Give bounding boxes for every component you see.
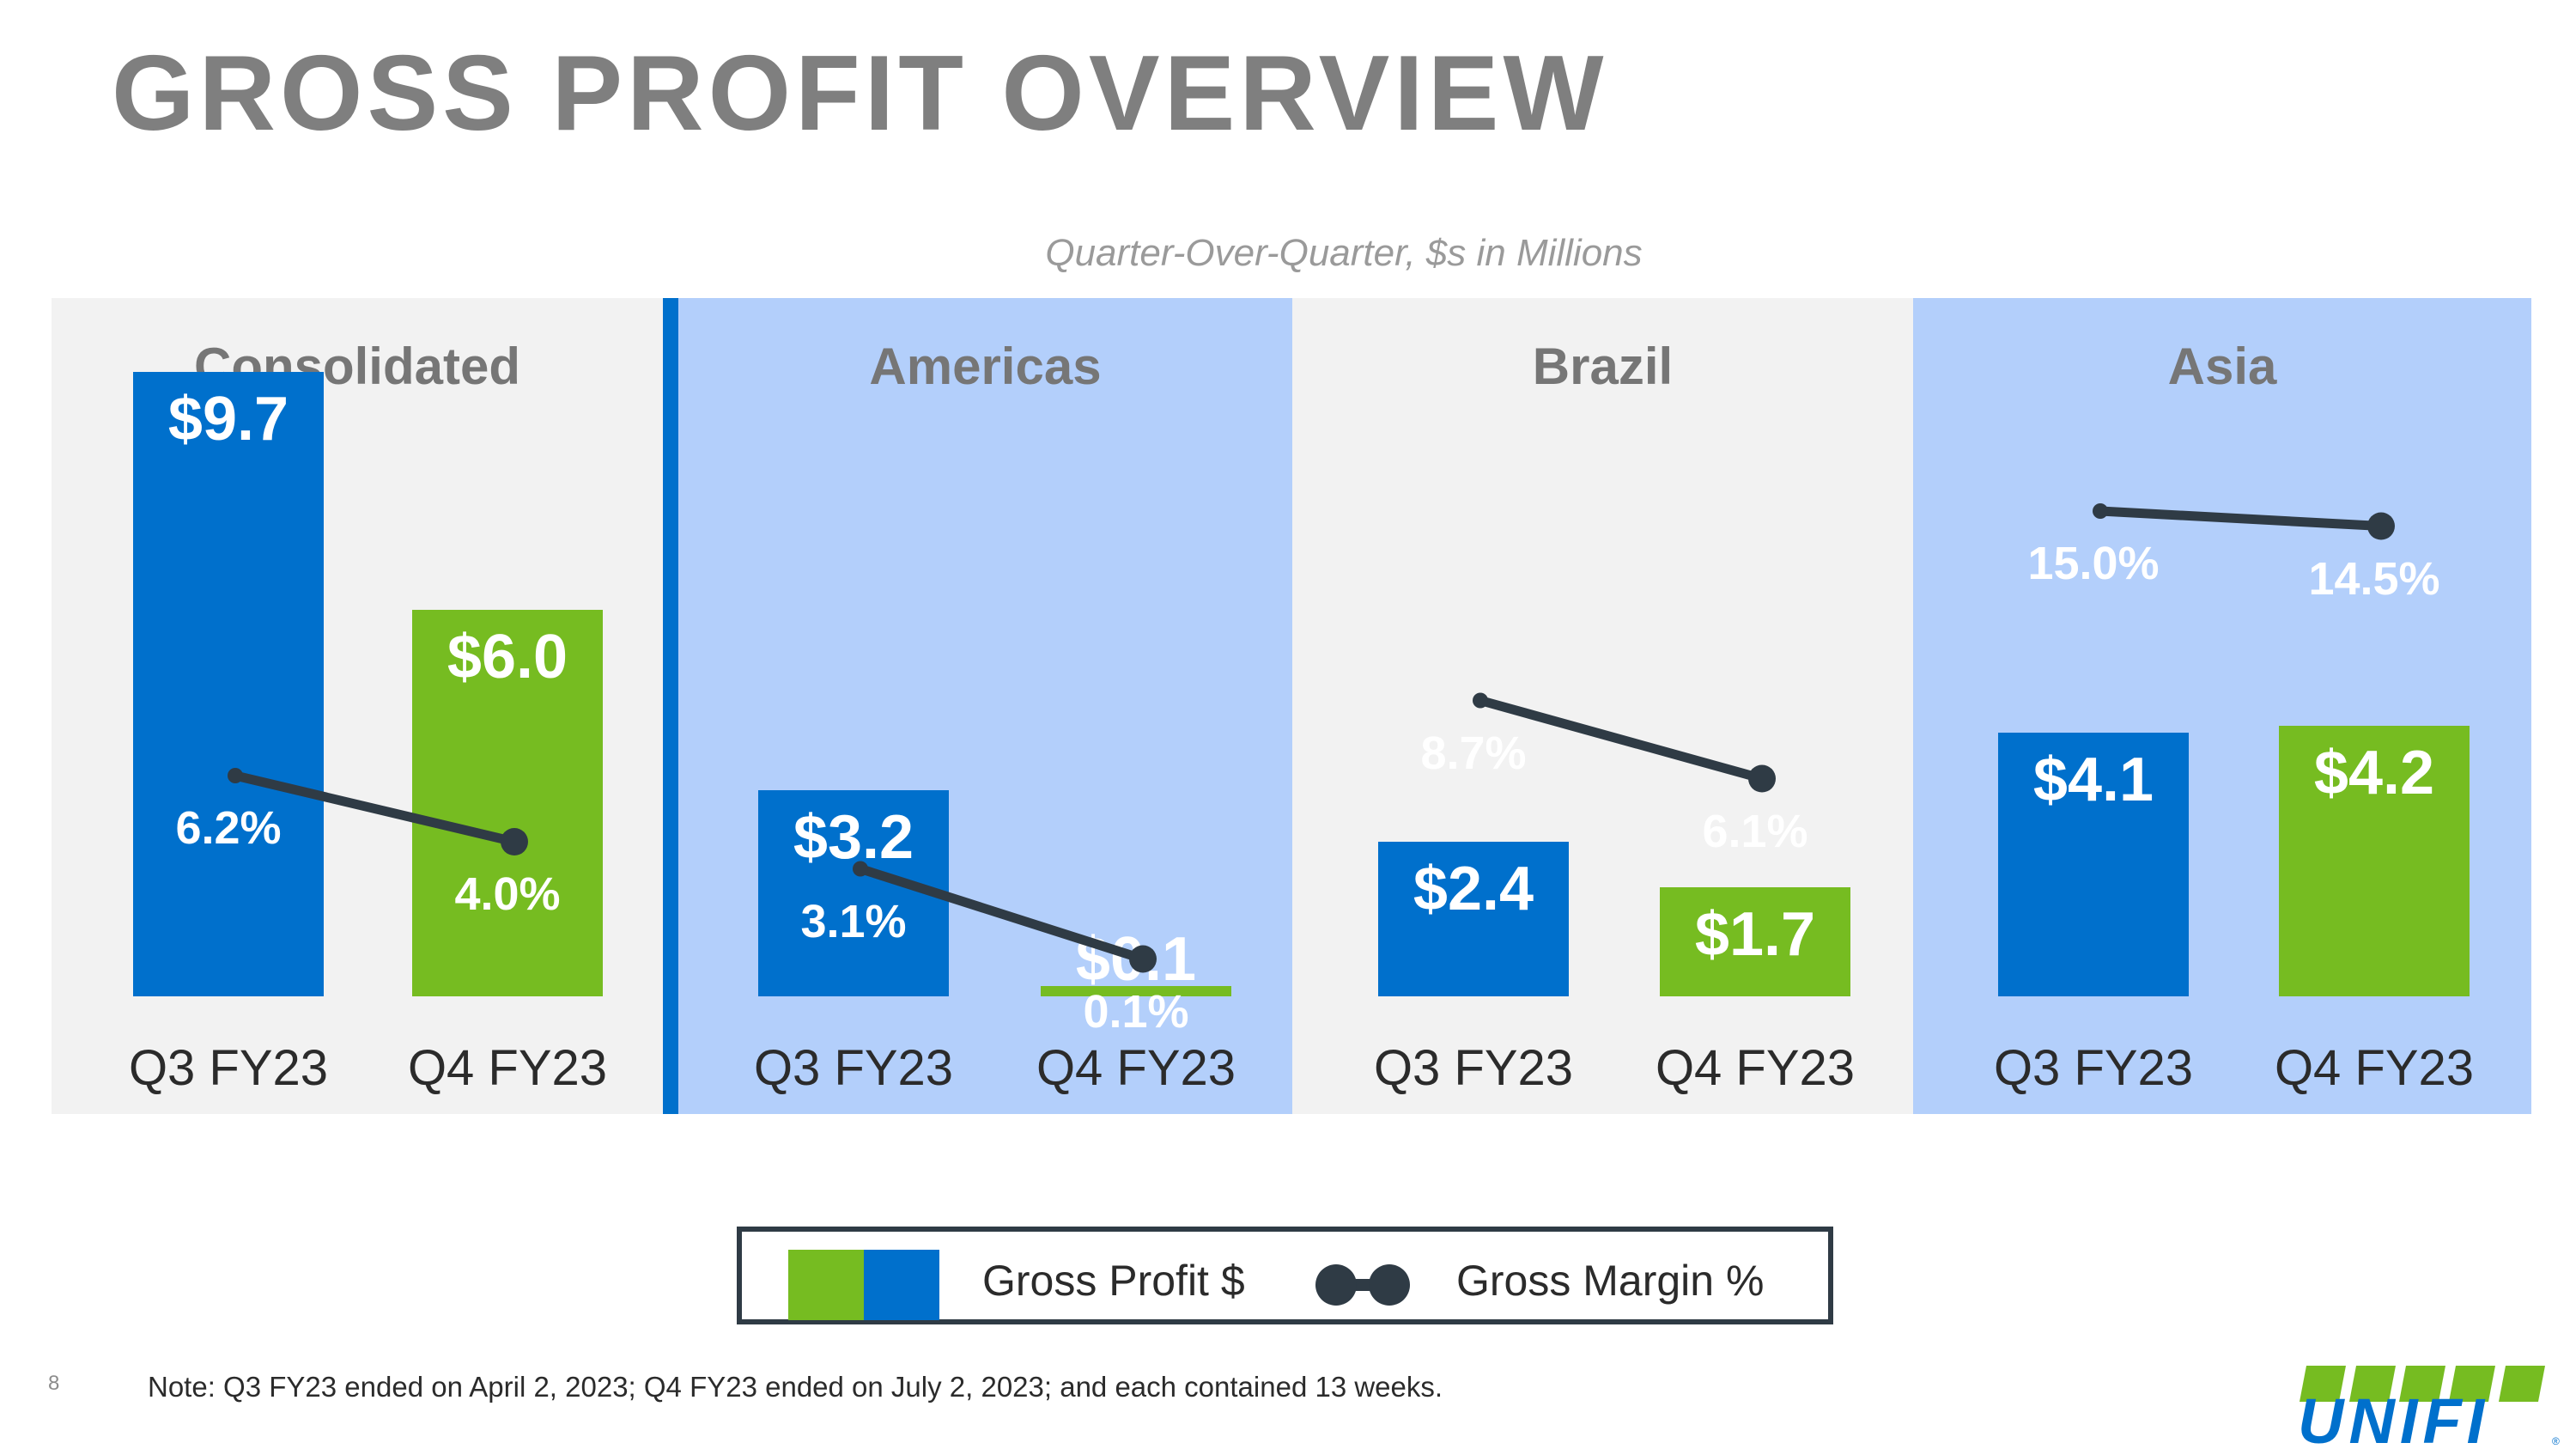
value-label-americas-q3: $3.2 [793,803,914,872]
category-label-asia-q3: Q3 FY23 [1993,1040,2194,1096]
panel-title-brazil: Brazil [1532,338,1674,395]
category-label-consolidated-q4: Q4 FY23 [407,1040,608,1096]
margin-label-brazil-q4: 6.1% [1702,805,1808,857]
page-title: GROSS PROFIT OVERVIEW [112,34,1608,153]
logo-wordmark: UNIFI [2298,1385,2489,1448]
category-label-brazil-q4: Q4 FY23 [1655,1040,1856,1096]
margin-label-asia-q4: 14.5% [2308,552,2440,605]
footnote: Note: Q3 FY23 ended on April 2, 2023; Q4… [148,1371,1443,1403]
margin-label-consolidated-q3: 6.2% [175,802,282,854]
chart-subtitle: Quarter-Over-Quarter, $s in Millions [1045,232,1643,274]
bar-consolidated-q3 [133,371,324,996]
bar-americas-q4 [1041,986,1231,996]
margin-label-americas-q4: 0.1% [1083,985,1189,1038]
legend-swatch-q3 [864,1250,939,1320]
value-label-consolidated-q3: $9.7 [167,384,289,454]
category-label-consolidated-q3: Q3 FY23 [128,1040,329,1096]
bar-asia-q4 [2279,726,2470,996]
category-label-asia-q4: Q4 FY23 [2274,1040,2475,1096]
margin-label-asia-q3: 15.0% [2027,538,2160,589]
value-label-consolidated-q4: $6.0 [447,623,568,691]
bar-brazil-q3 [1378,842,1569,996]
value-label-brazil-q4: $1.7 [1694,899,1816,969]
category-label-brazil-q3: Q3 FY23 [1373,1040,1574,1096]
bar-asia-q3 [1998,732,2189,996]
chart-legend: Gross Profit $ Gross Margin % [737,1227,1833,1324]
value-label-asia-q3: $4.1 [2032,745,2154,814]
legend-swatch-q4 [788,1250,864,1320]
margin-label-consolidated-q4: 4.0% [454,868,561,920]
panel-title-asia: Asia [2167,338,2277,395]
value-label-brazil-q3: $2.4 [1413,855,1534,923]
category-label-americas-q3: Q3 FY23 [753,1040,954,1096]
panel-divider [663,298,678,1114]
category-label-americas-q4: Q4 FY23 [1036,1040,1236,1096]
margin-label-brazil-q3: 8.7% [1420,727,1527,779]
bar-brazil-q4 [1660,886,1850,996]
value-label-asia-q4: $4.2 [2313,739,2435,807]
legend-margin-line-icon [1315,1264,1410,1306]
logo-registered-mark: ® [2552,1435,2560,1447]
panel-title-americas: Americas [869,338,1102,395]
page-number: 8 [48,1372,60,1395]
legend-gross-profit: Gross Profit $ [982,1257,1245,1305]
legend-gross-margin: Gross Margin % [1456,1257,1765,1305]
unifi-logo: UNIFI ® [2298,1366,2560,1448]
margin-label-americas-q3: 3.1% [800,895,907,947]
